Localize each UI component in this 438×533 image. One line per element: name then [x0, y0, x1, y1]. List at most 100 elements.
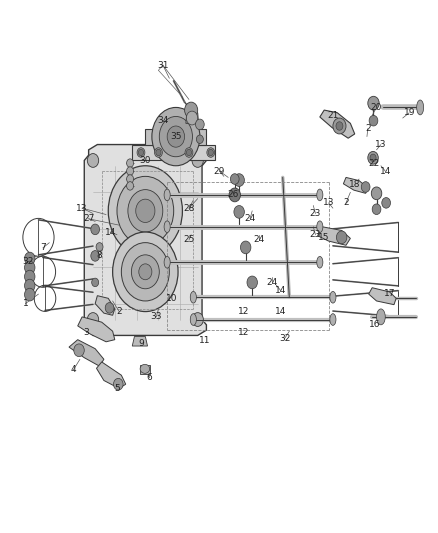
- Ellipse shape: [316, 221, 322, 232]
- Text: 24: 24: [244, 214, 255, 223]
- Circle shape: [91, 251, 99, 261]
- Text: 31: 31: [157, 61, 168, 69]
- Circle shape: [127, 190, 162, 232]
- Circle shape: [74, 344, 84, 357]
- Circle shape: [87, 154, 99, 167]
- Circle shape: [105, 303, 114, 313]
- Text: 28: 28: [183, 204, 194, 213]
- Text: 6: 6: [146, 373, 152, 382]
- Circle shape: [25, 252, 35, 265]
- Circle shape: [126, 167, 133, 175]
- Ellipse shape: [164, 256, 170, 268]
- Ellipse shape: [376, 309, 385, 325]
- Text: 32: 32: [279, 334, 290, 343]
- Circle shape: [121, 243, 169, 301]
- Circle shape: [25, 270, 35, 283]
- Circle shape: [117, 176, 173, 245]
- Circle shape: [87, 313, 99, 326]
- Text: 14: 14: [274, 307, 286, 316]
- Circle shape: [92, 278, 99, 287]
- Text: 9: 9: [138, 339, 144, 348]
- Text: 2: 2: [116, 307, 122, 316]
- Text: 20: 20: [370, 103, 381, 112]
- Circle shape: [25, 288, 35, 301]
- Text: 26: 26: [226, 190, 238, 199]
- Text: 25: 25: [183, 236, 194, 245]
- Circle shape: [195, 119, 204, 130]
- Ellipse shape: [329, 314, 335, 325]
- Text: 33: 33: [150, 312, 162, 321]
- Circle shape: [108, 166, 182, 256]
- Circle shape: [186, 149, 191, 156]
- Circle shape: [367, 151, 378, 164]
- Polygon shape: [343, 177, 367, 193]
- Circle shape: [367, 96, 378, 110]
- Text: 19: 19: [403, 108, 414, 117]
- Text: 12: 12: [237, 328, 249, 337]
- Circle shape: [240, 241, 251, 254]
- Circle shape: [369, 154, 375, 161]
- Text: 35: 35: [170, 132, 181, 141]
- Text: 2: 2: [364, 124, 370, 133]
- Text: 3: 3: [83, 328, 89, 337]
- Circle shape: [233, 206, 244, 218]
- Circle shape: [229, 188, 240, 202]
- Text: 30: 30: [139, 156, 151, 165]
- Circle shape: [152, 108, 199, 166]
- Text: 16: 16: [368, 320, 379, 329]
- Text: 29: 29: [213, 166, 225, 175]
- Circle shape: [335, 122, 342, 130]
- Text: 27: 27: [83, 214, 94, 223]
- Circle shape: [196, 135, 203, 143]
- Circle shape: [91, 224, 99, 235]
- Ellipse shape: [140, 365, 149, 373]
- Ellipse shape: [190, 292, 196, 303]
- Polygon shape: [78, 317, 115, 342]
- Polygon shape: [96, 362, 125, 389]
- Text: 13: 13: [322, 198, 334, 207]
- Circle shape: [113, 232, 178, 312]
- Circle shape: [247, 276, 257, 289]
- Circle shape: [208, 149, 213, 156]
- Polygon shape: [69, 340, 104, 366]
- Text: 32: 32: [22, 257, 33, 265]
- Circle shape: [371, 187, 381, 200]
- Circle shape: [138, 149, 143, 156]
- Text: 22: 22: [368, 159, 379, 167]
- Text: 8: 8: [96, 252, 102, 261]
- Text: 12: 12: [237, 307, 249, 316]
- Text: 14: 14: [274, 286, 286, 295]
- Ellipse shape: [164, 221, 170, 232]
- Circle shape: [126, 182, 133, 190]
- Ellipse shape: [190, 314, 196, 325]
- Text: 23: 23: [309, 230, 321, 239]
- Circle shape: [25, 279, 35, 292]
- Circle shape: [154, 148, 162, 157]
- Text: 17: 17: [383, 288, 395, 297]
- Text: 24: 24: [265, 278, 277, 287]
- Circle shape: [184, 102, 197, 118]
- Text: 10: 10: [166, 294, 177, 303]
- Circle shape: [126, 159, 133, 167]
- Text: 14: 14: [379, 166, 390, 175]
- Polygon shape: [317, 227, 350, 245]
- Text: 23: 23: [309, 209, 321, 218]
- Text: 4: 4: [71, 366, 76, 374]
- Text: 18: 18: [348, 180, 360, 189]
- Polygon shape: [84, 144, 206, 335]
- Ellipse shape: [164, 189, 170, 201]
- Circle shape: [381, 198, 390, 208]
- Text: 14: 14: [105, 228, 116, 237]
- Circle shape: [159, 116, 192, 157]
- Polygon shape: [319, 110, 354, 138]
- Circle shape: [138, 264, 152, 280]
- Circle shape: [206, 148, 214, 157]
- Circle shape: [336, 231, 346, 244]
- Circle shape: [368, 115, 377, 126]
- Text: 15: 15: [318, 233, 329, 242]
- Text: 2: 2: [343, 198, 348, 207]
- Polygon shape: [368, 288, 395, 305]
- Text: 11: 11: [198, 336, 209, 345]
- Circle shape: [135, 199, 155, 222]
- Circle shape: [184, 148, 192, 157]
